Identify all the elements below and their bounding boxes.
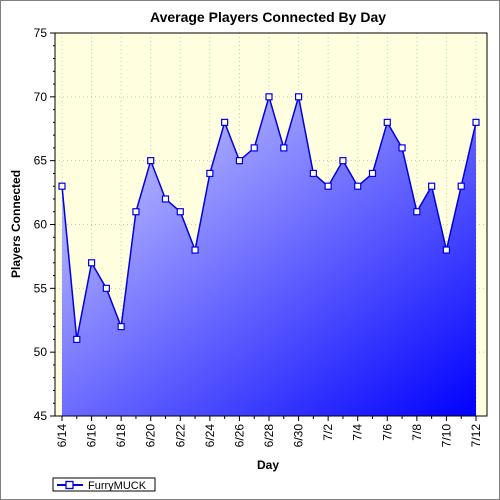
x-axis: 6/14 6/16 6/18 6/20 6/22 6/24 6/26 6/28 6/30 7/2 7… — [55, 416, 483, 447]
data-point — [354, 182, 362, 190]
data-point — [383, 118, 391, 126]
data-point — [368, 169, 377, 178]
data-point — [413, 208, 421, 216]
data-point — [309, 169, 317, 178]
data-point — [339, 157, 347, 165]
data-point — [102, 284, 110, 292]
legend-label: FurryMUCK — [88, 480, 147, 492]
legend-marker-swatch — [65, 480, 74, 490]
data-point — [398, 144, 406, 152]
y-tick-label: 55 — [34, 281, 48, 295]
data-point — [176, 208, 184, 216]
x-tick-label: 6/16 — [85, 424, 99, 448]
data-point — [87, 259, 96, 267]
y-tick-label: 70 — [34, 90, 48, 104]
y-tick-label: 60 — [34, 218, 48, 232]
x-tick-label: 7/10 — [439, 424, 453, 448]
y-tick-label: 75 — [34, 26, 48, 40]
data-point — [428, 182, 436, 190]
data-point — [191, 246, 199, 254]
legend-box — [52, 477, 156, 492]
data-point — [250, 144, 258, 152]
data-point — [221, 118, 229, 126]
x-tick-label: 7/8 — [410, 424, 424, 441]
x-tick-label: 7/4 — [351, 424, 365, 441]
series-markers — [58, 93, 480, 343]
y-axis: 45 50 55 60 65 70 75 — [34, 26, 55, 423]
x-tick-label: 6/22 — [173, 424, 187, 448]
legend: FurryMUCK — [52, 477, 156, 492]
data-point — [294, 93, 303, 101]
chart-title: Average Players Connected By Day — [150, 9, 386, 25]
x-tick-label: 6/26 — [232, 424, 246, 448]
x-tick-label: 6/20 — [144, 424, 158, 448]
y-tick-label: 50 — [34, 345, 48, 359]
x-tick-label: 7/2 — [321, 424, 335, 441]
data-point — [442, 246, 451, 254]
data-point — [73, 335, 81, 343]
y-axis-title: Players Connected — [9, 170, 23, 278]
data-point — [280, 144, 288, 152]
x-tick-label: 6/14 — [55, 424, 69, 448]
data-point — [206, 169, 214, 178]
x-tick-label: 6/28 — [262, 424, 276, 448]
x-axis-title: Day — [257, 458, 279, 472]
data-point — [235, 157, 244, 165]
x-tick-label: 6/30 — [292, 424, 306, 448]
x-tick-label: 6/24 — [203, 424, 217, 448]
data-point — [324, 182, 332, 190]
x-tick-label: 7/12 — [469, 424, 483, 448]
data-point — [472, 118, 480, 126]
y-tick-label: 65 — [34, 154, 48, 168]
data-point — [457, 182, 465, 190]
y-tick-label: 45 — [34, 409, 48, 423]
data-point — [161, 195, 170, 203]
data-point — [58, 182, 66, 190]
x-tick-label: 7/6 — [380, 424, 394, 441]
data-point — [265, 93, 273, 101]
data-point — [147, 157, 155, 165]
x-tick-label: 6/18 — [114, 424, 128, 448]
data-point — [117, 323, 125, 331]
data-point — [132, 208, 140, 216]
